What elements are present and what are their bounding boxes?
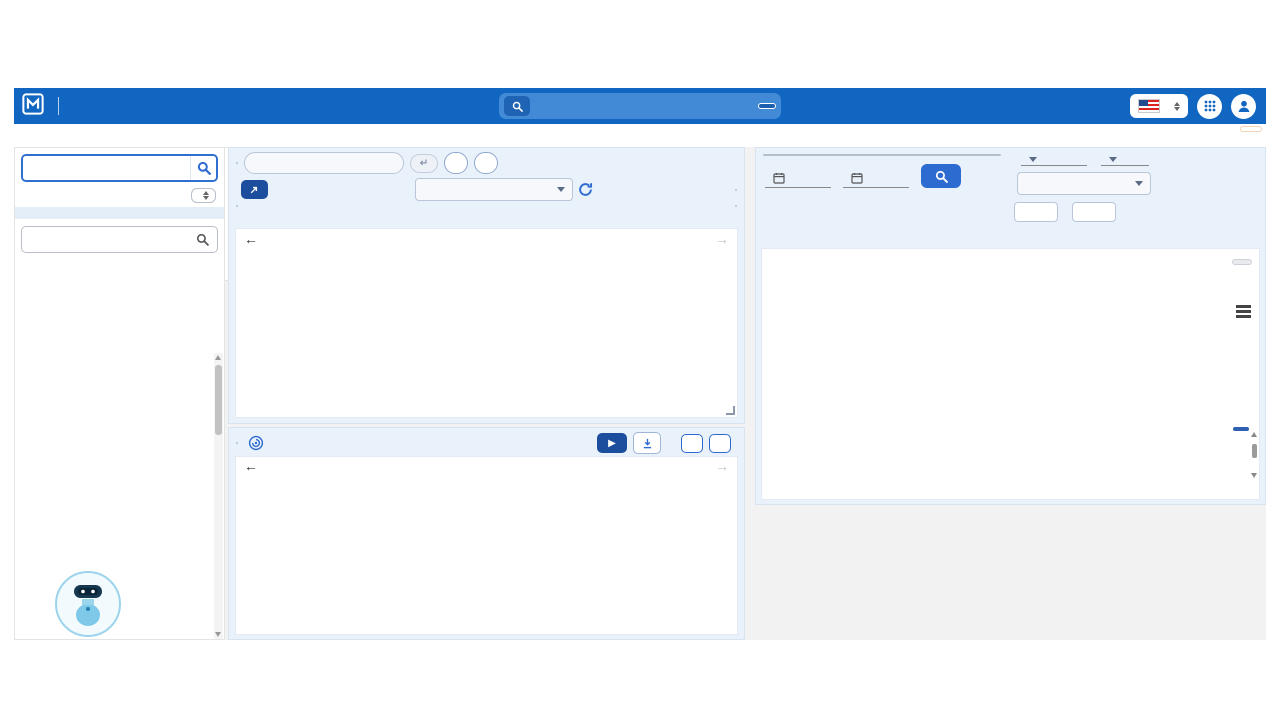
trend-panel <box>755 147 1266 505</box>
calendar-icon <box>773 173 785 184</box>
axes-button[interactable] <box>1232 259 1252 265</box>
brand-logo <box>14 92 50 120</box>
chevron-down-icon <box>1109 157 1117 162</box>
waveform-chart-card: ← → <box>235 456 738 635</box>
previous-waveform-arrow[interactable]: ← <box>244 458 258 474</box>
end-date-field[interactable] <box>843 170 909 188</box>
apply-rpm-button[interactable]: ↵ <box>410 153 438 173</box>
chevron-updown-icon <box>203 191 209 200</box>
hierarchy-stats <box>15 207 224 219</box>
main-tab-bar <box>14 124 1266 147</box>
asset-hierarchy-tree <box>15 257 224 545</box>
search-icon <box>504 96 530 116</box>
dc-button[interactable] <box>709 433 731 453</box>
syndication-priority-select[interactable] <box>191 188 216 203</box>
function-select[interactable] <box>1101 154 1149 166</box>
app-window: ↵ ← → <box>14 88 1266 640</box>
calendar-icon <box>851 173 863 184</box>
search-icon <box>196 233 209 246</box>
input-rpm-field[interactable] <box>244 152 404 174</box>
header-divider <box>58 97 59 115</box>
resize-handle[interactable] <box>726 406 735 415</box>
fft-panel: ↵ ← → <box>228 147 745 424</box>
reset-layout-button[interactable] <box>1240 126 1262 132</box>
next-fft-arrow[interactable]: → <box>715 231 729 247</box>
global-search-bar[interactable] <box>499 93 781 119</box>
syndication-search-input[interactable] <box>23 156 190 180</box>
bearing-dropdown[interactable] <box>415 178 573 201</box>
interval-select[interactable] <box>1021 154 1087 166</box>
apps-grid-button[interactable] <box>1197 93 1222 119</box>
language-selector[interactable] <box>1130 94 1188 118</box>
trend-chart <box>762 265 1260 423</box>
tsa-spiral-icon[interactable] <box>248 435 264 451</box>
legend-scrollbar[interactable] <box>1250 430 1259 480</box>
trend-legend <box>762 427 1259 478</box>
download-icon <box>643 438 651 448</box>
start-date-field[interactable] <box>765 170 831 188</box>
hierarchy-sidebar <box>14 147 225 640</box>
download-button[interactable] <box>633 432 661 454</box>
app-header <box>14 88 1266 124</box>
parameter-dropdown[interactable] <box>1017 172 1151 195</box>
chevron-down-icon <box>1029 157 1037 162</box>
next-waveform-arrow[interactable]: → <box>715 458 729 474</box>
chevron-updown-icon <box>1174 101 1180 111</box>
tree-scrollbar[interactable] <box>214 353 223 639</box>
reset-fault-freq-button[interactable] <box>578 182 593 197</box>
chevron-down-icon <box>557 187 565 192</box>
us-flag-icon <box>1138 99 1160 113</box>
waveform-panel: ▶ ← → <box>228 427 745 640</box>
time-waveform-chart <box>236 473 737 621</box>
sc-button[interactable] <box>681 433 703 453</box>
trend-search-button[interactable] <box>921 164 961 188</box>
previous-fft-arrow[interactable]: ← <box>244 231 258 247</box>
arrow-up-right-icon <box>250 186 257 193</box>
estimated-rpm-pill <box>444 152 468 174</box>
chevron-down-icon <box>1135 181 1143 186</box>
shortcut-badge <box>758 103 776 109</box>
search-icon <box>935 170 948 183</box>
harmonic-cursor-button[interactable] <box>241 180 268 199</box>
user-profile-button[interactable] <box>1231 93 1256 119</box>
play-button[interactable]: ▶ <box>597 433 627 453</box>
infinite-uptime-logo-icon <box>22 92 44 120</box>
robot-icon <box>74 585 102 626</box>
range-to-input[interactable] <box>1072 202 1116 222</box>
fft-spectrum-chart <box>236 246 737 392</box>
search-hierarchy-input[interactable] <box>22 232 196 247</box>
rpm-of-study-pill <box>474 152 498 174</box>
fft-chart-card: ← → <box>235 228 738 418</box>
main-content: ↵ ← → <box>14 147 1266 640</box>
range-from-input[interactable] <box>1014 202 1058 222</box>
chatbot-avatar[interactable] <box>55 571 121 637</box>
sidebar-search-button[interactable] <box>190 156 216 180</box>
clear-all-button[interactable] <box>1233 427 1249 431</box>
trend-chart-card <box>761 248 1260 500</box>
chart-menu-icon[interactable] <box>1236 305 1251 318</box>
